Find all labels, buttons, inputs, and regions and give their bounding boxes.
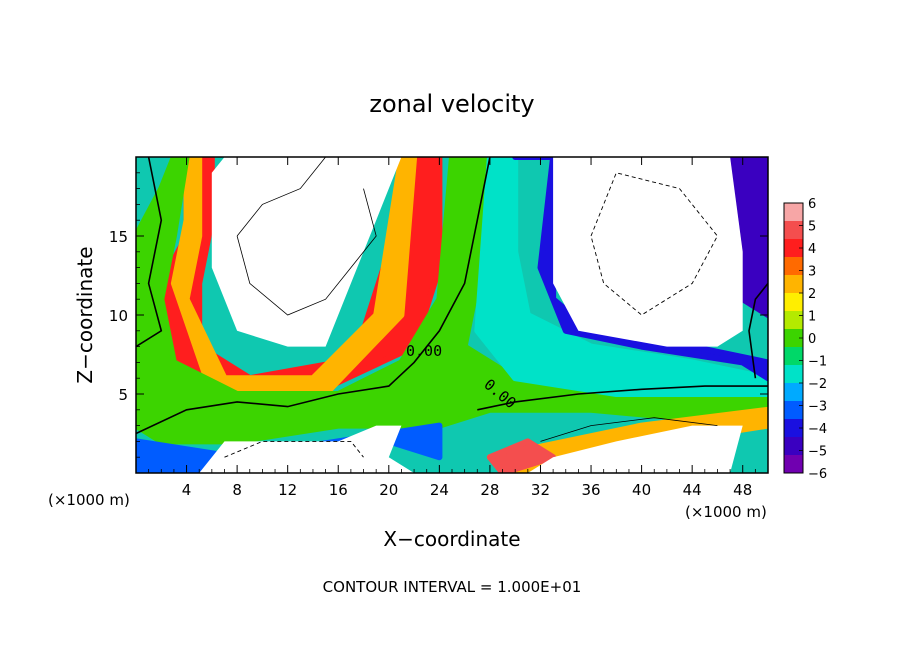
x-tick-label: 44 [683,481,702,499]
y-tick-label: 5 [118,386,128,404]
colorbar-label: 1 [808,310,816,325]
colorbar: 6 5 4 3 2 1 0 −1 −2 −3 −4 −5 −6 [783,197,827,482]
contour-lines [136,157,768,458]
contour-thin-2 [540,417,718,442]
contour-solid-0 [136,157,491,435]
lower-mid-white [199,425,415,473]
x-tick-label: 8 [232,481,242,499]
colorbar-label: 5 [808,220,816,235]
colorbar-label: −1 [808,355,827,370]
lower-right-white [527,425,743,473]
y-tick-label: 10 [109,307,128,325]
colorbar-label: −6 [808,467,827,482]
x-tick-label: 48 [733,481,752,499]
colorbar-label: 6 [808,197,816,212]
x-axis-ticks: 4 8 12 16 20 24 28 32 36 40 44 48 [148,157,756,499]
field-lower-red [486,438,557,473]
colorbar-label: 3 [808,265,816,280]
field-green-core [136,157,768,445]
colorbar-label: −5 [808,445,827,460]
colorbar-label: 4 [808,242,816,257]
x-tick-label: 36 [581,481,600,499]
colorbar-label: 2 [808,287,816,302]
x-tick-label: 24 [430,481,449,499]
colorbar-swatch [784,329,803,348]
colorbar-swatch [784,455,803,474]
contour-solid-1 [477,385,768,411]
colorbar-swatch [784,437,803,456]
x-unit-label-right: (×1000 m) [685,503,767,521]
colorbar-swatch [784,203,803,222]
contour-dashed-1 [590,172,718,316]
contour-label-1: 0.00 [406,342,442,360]
x-tick-label: 4 [182,481,192,499]
contour-thin-0 [236,157,326,237]
colorbar-label: −2 [808,377,827,392]
colorbar-swatch [784,365,803,384]
contour-dashed-0 [224,440,364,458]
x-tick-label: 16 [329,481,348,499]
contour-solid-3 [748,282,768,379]
colorbar-label: −4 [808,422,827,437]
x-unit-label-left: (×1000 m) [48,491,130,509]
colorbar-swatch [784,419,803,438]
contour-solid-2 [136,157,163,348]
colorbar-swatch [784,275,803,294]
plot-area [136,157,768,473]
colorbar-label: 0 [808,332,816,347]
x-tick-label: 32 [531,481,550,499]
x-tick-label: 20 [379,481,398,499]
colorbar-swatch [784,311,803,330]
y-tick-label: 15 [109,228,128,246]
white-regions [199,157,743,473]
y-axis-label: Z−coordinate [73,246,97,383]
colorbar-swatch [784,383,803,402]
field-cyan-zone [474,157,768,397]
colorbar-swatch [784,221,803,240]
field-orange-rim [170,157,418,397]
field-right-blue-edge [727,157,768,318]
colorbar-swatch [784,401,803,420]
colorbar-label: −3 [808,400,827,415]
x-tick-label: 28 [480,481,499,499]
chart-title: zonal velocity [369,90,534,118]
x-tick-label: 40 [632,481,651,499]
colorbar-swatch [784,347,803,366]
colorbar-swatch [784,257,803,276]
x-tick-label: 12 [278,481,297,499]
x-axis-label: X−coordinate [383,527,520,551]
colorbar-swatch [784,239,803,258]
upper-left-white [211,157,402,347]
contour-thin-1 [236,188,377,316]
colorbar-swatch [784,293,803,312]
contour-interval-note: CONTOUR INTERVAL = 1.000E+01 [323,578,582,596]
y-axis-ticks: 5 10 15 [109,172,768,458]
upper-right-white [553,157,743,347]
